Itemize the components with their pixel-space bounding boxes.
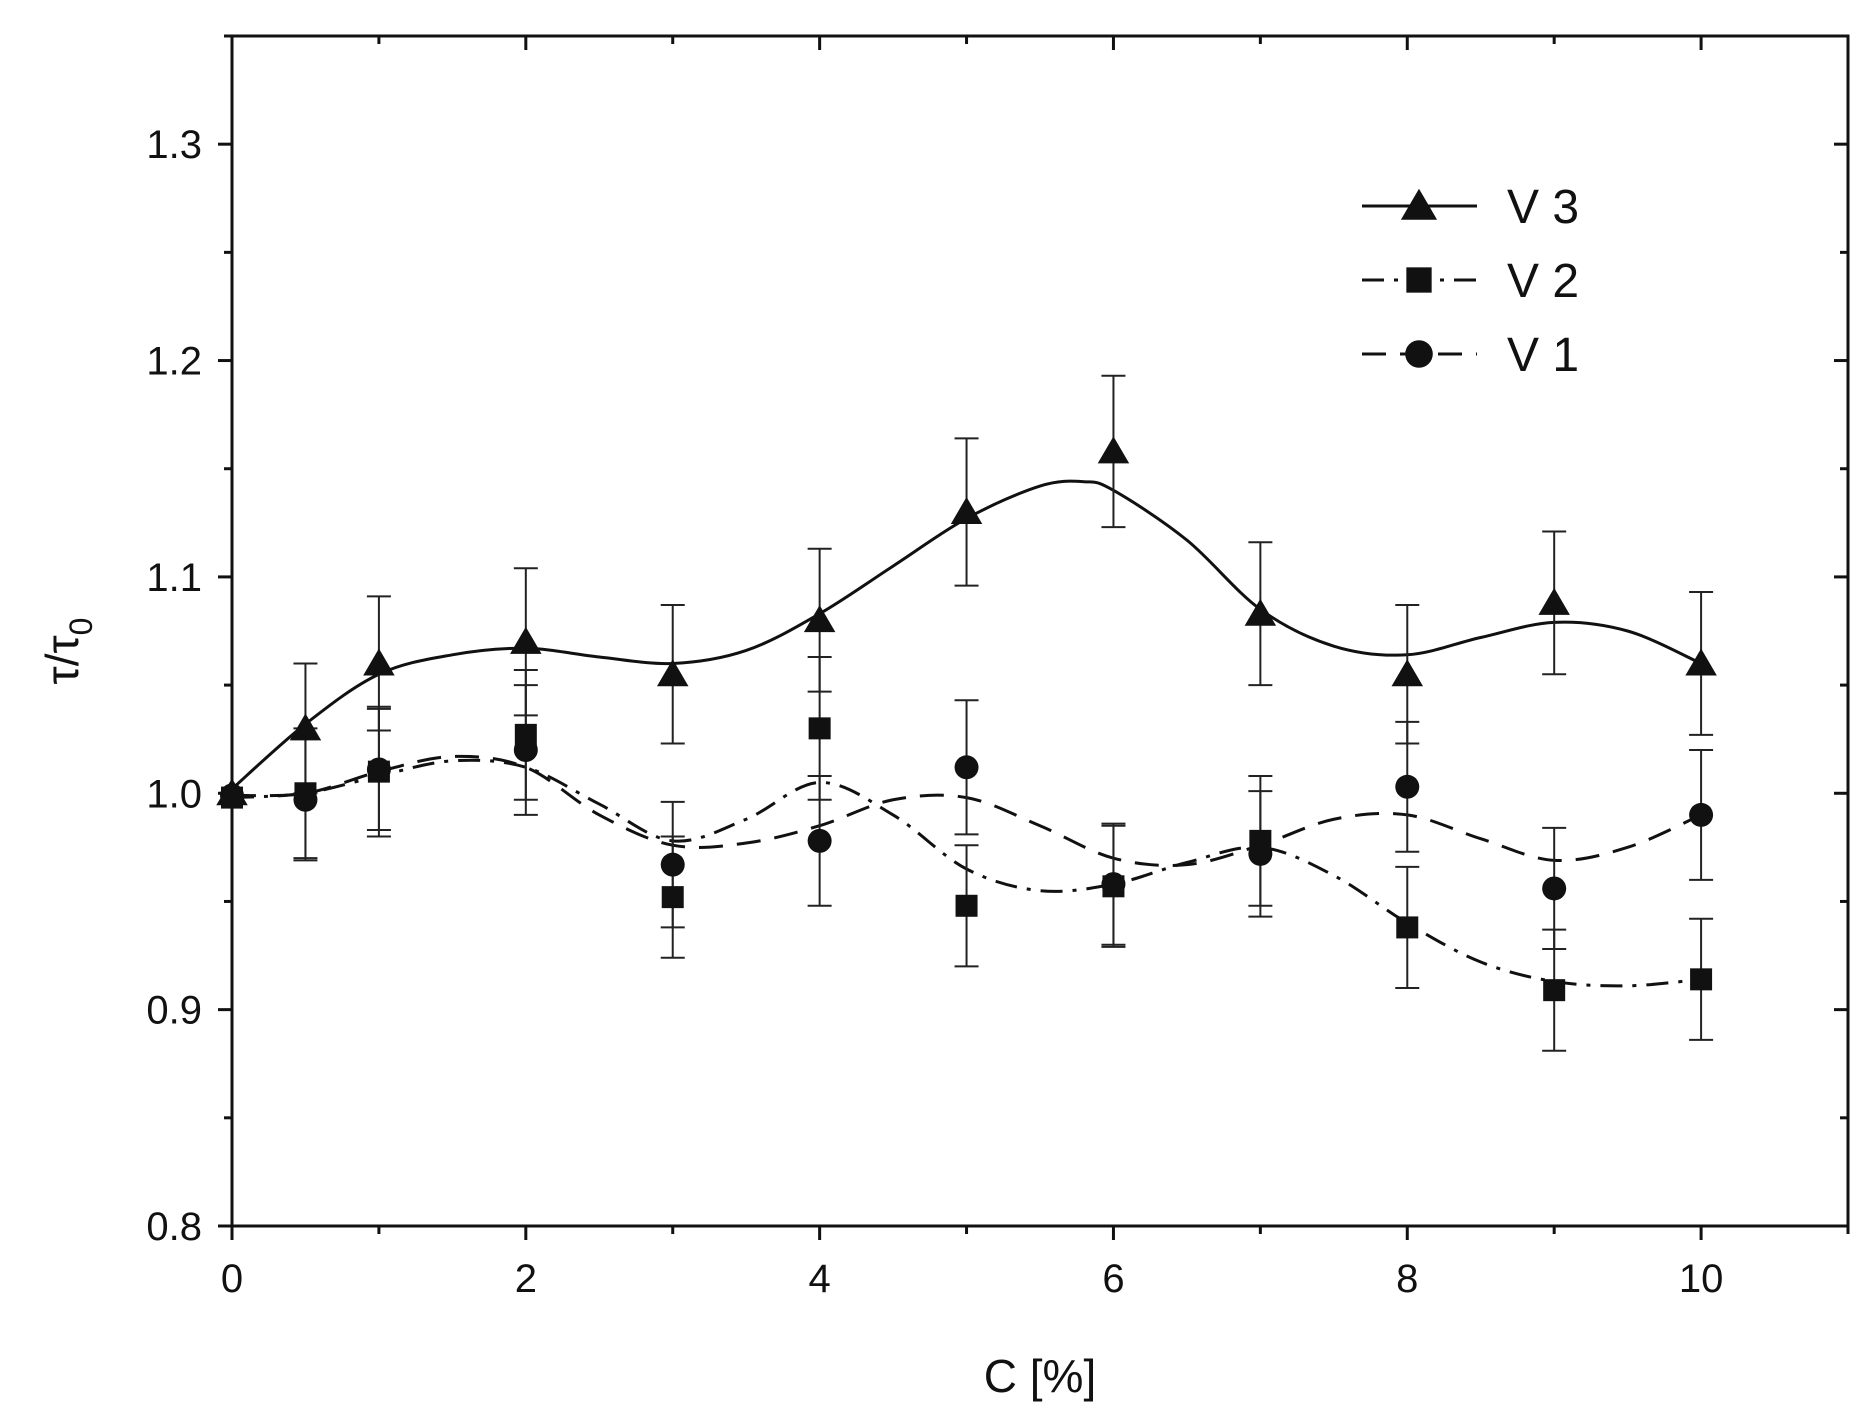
legend-marker-v1 [1405, 340, 1433, 368]
y-axis-title: τ/τ0 [36, 618, 99, 685]
point-v1 [293, 787, 318, 812]
point-v1 [1395, 774, 1420, 799]
point-v3 [289, 713, 322, 741]
point-v3 [803, 605, 836, 633]
x-axis-title: C [%] [984, 1350, 1096, 1402]
point-v3 [1391, 659, 1424, 687]
legend-label-v3: V 3 [1507, 181, 1579, 234]
y-axis-title-subscript: 0 [63, 618, 99, 636]
point-v2 [1690, 968, 1713, 991]
plot-frame [230, 34, 1850, 1228]
point-v3 [1685, 648, 1717, 676]
point-v3 [950, 497, 983, 524]
point-v2 [808, 717, 831, 740]
x-tick-label: 2 [515, 1257, 537, 1301]
y-tick-label: 0.9 [146, 989, 202, 1033]
legend: V 3 V 2 V 1 [1362, 181, 1579, 382]
point-v1 [1689, 802, 1714, 827]
point-v1 [807, 828, 832, 853]
point-v1 [1248, 841, 1273, 866]
point-v2 [955, 894, 978, 917]
point-v3 [510, 626, 542, 654]
point-v1 [1542, 876, 1567, 901]
legend-label-v1: V 1 [1507, 329, 1579, 382]
point-v1 [660, 852, 685, 877]
point-v1 [220, 783, 244, 808]
x-tick-label: 0 [221, 1257, 243, 1301]
point-v2 [661, 886, 684, 909]
point-v1 [513, 738, 538, 762]
x-tick-label: 4 [809, 1257, 831, 1301]
y-tick-label: 1.3 [146, 123, 202, 167]
y-tick-label: 1.2 [146, 340, 202, 384]
point-v3 [656, 659, 689, 687]
point-v3 [363, 648, 395, 676]
point-v2 [1543, 979, 1566, 1002]
point-v1 [1101, 872, 1126, 897]
x-tick-label: 10 [1679, 1257, 1724, 1301]
y-tick-label: 1.1 [146, 556, 202, 600]
y-tick-label: 0.8 [146, 1205, 202, 1249]
legend-marker-v2 [1406, 267, 1432, 293]
legend-label-v2: V 2 [1507, 255, 1579, 308]
x-tick-label: 8 [1396, 1257, 1418, 1301]
y-tick-label: 1.0 [146, 772, 202, 816]
curve-v3 [231, 479, 1702, 791]
legend-marker-v3 [1400, 188, 1438, 220]
data-markers [216, 436, 1717, 1002]
point-v3 [1097, 436, 1130, 464]
point-v1 [366, 757, 391, 782]
point-v3 [1538, 587, 1570, 615]
point-v2 [1396, 916, 1419, 939]
curve-v2 [231, 758, 1702, 988]
error-bars [293, 374, 1714, 1052]
point-v1 [954, 755, 979, 780]
x-tick-label: 6 [1102, 1257, 1124, 1301]
point-v3 [1244, 598, 1277, 626]
